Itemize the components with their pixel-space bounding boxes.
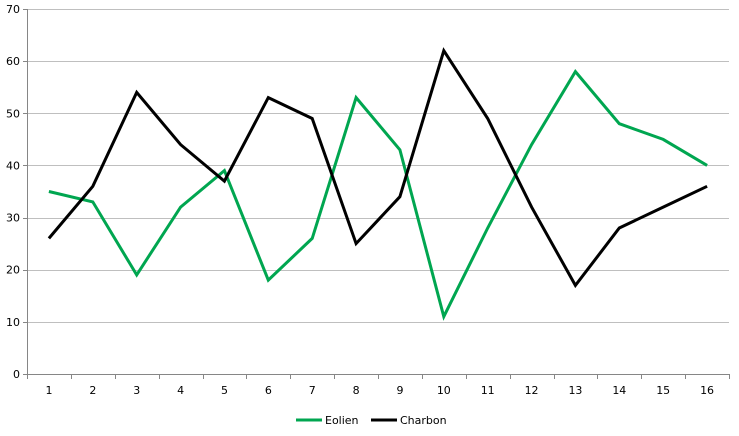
x-tick-label: 5: [221, 384, 228, 397]
y-tick-label: 0: [13, 368, 20, 381]
series-lines: [47, 47, 708, 321]
x-tick-label: 13: [568, 384, 582, 397]
series-line-charbon: [47, 47, 708, 289]
y-tick-label: 40: [6, 159, 20, 172]
x-tick-label: 15: [656, 384, 670, 397]
x-tick-label: 8: [353, 384, 360, 397]
x-tick-label: 6: [265, 384, 272, 397]
x-tick-label: 11: [481, 384, 495, 397]
x-tick-label: 7: [309, 384, 316, 397]
y-tick-label: 70: [6, 3, 20, 16]
series-line-eolien: [48, 69, 708, 321]
x-tick-label: 9: [396, 384, 403, 397]
x-tick-label: 3: [133, 384, 140, 397]
legend-label: Eolien: [325, 414, 359, 427]
x-tick-label: 14: [612, 384, 626, 397]
y-tick-label: 50: [6, 107, 20, 120]
x-tick-label: 12: [525, 384, 539, 397]
legend-item-charbon: Charbon: [371, 414, 447, 427]
x-tick-label: 16: [700, 384, 714, 397]
y-tick-labels: 0 10 20 30 40 50 60 70: [6, 3, 20, 381]
x-tick-label: 2: [89, 384, 96, 397]
axes: [23, 9, 730, 379]
x-tick-label: 10: [437, 384, 451, 397]
x-tick-label: 1: [45, 384, 52, 397]
legend: Eolien Charbon: [296, 414, 447, 427]
y-tick-label: 20: [6, 264, 20, 277]
legend-item-eolien: Eolien: [296, 414, 359, 427]
y-tick-label: 60: [6, 55, 20, 68]
x-tick-label: 4: [177, 384, 184, 397]
y-tick-label: 10: [6, 316, 20, 329]
x-tick-labels: 1 2 3 4 5 6 7 8 9 10 11 12 13 14 15 16: [45, 384, 714, 397]
legend-label: Charbon: [400, 414, 447, 427]
gridlines: [27, 9, 729, 323]
y-tick-label: 30: [6, 212, 20, 225]
